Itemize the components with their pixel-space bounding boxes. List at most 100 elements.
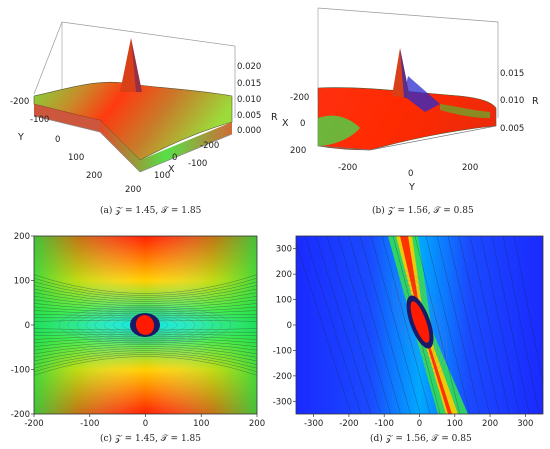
contour-line xyxy=(315,236,371,414)
contour-line xyxy=(304,236,362,414)
x-tick-label: 200 xyxy=(482,419,498,429)
contour-line xyxy=(34,338,257,344)
x-tick: 200 xyxy=(125,185,141,195)
contour-line xyxy=(34,303,257,310)
caption-d: (d) 𝒵 = 1.56, 𝒯 = 0.85 xyxy=(370,433,472,444)
y-tick-label: 0 xyxy=(287,321,292,331)
x-axis-label-b: X xyxy=(282,118,289,129)
y-tick: 0 xyxy=(55,135,60,145)
contour-line xyxy=(34,299,257,308)
x-tick-label: 0 xyxy=(143,419,148,429)
x-tick-label: -100 xyxy=(375,419,394,429)
contour-line xyxy=(326,236,381,414)
z-tick: 0.015 xyxy=(500,69,524,79)
panel-c: -200 -100 0 100 200 200 100 0 -100 -200 (c) 𝒵 = 1… xyxy=(11,232,265,444)
y-tick-label: -300 xyxy=(273,397,292,407)
contour-line xyxy=(425,236,470,414)
x-tick-label: 200 xyxy=(249,419,265,429)
contour-line xyxy=(381,236,431,414)
x-tick: 100 xyxy=(154,171,170,181)
contour-line xyxy=(34,288,257,302)
contour-line xyxy=(85,311,205,339)
y-tick: -200 xyxy=(338,163,357,173)
y-tick-label: -200 xyxy=(11,410,30,420)
x-tick: 0 xyxy=(300,119,305,129)
contour-line xyxy=(337,236,391,414)
ticks-d: -300 -200 -100 0 100 200 300 300 200 100 0 -100 -200… xyxy=(273,245,534,429)
y-tick: 200 xyxy=(462,163,478,173)
y-tick: 0 xyxy=(408,169,413,179)
contour-lines-d xyxy=(296,236,543,414)
contour-line xyxy=(67,308,223,342)
z-ticks-b: 0.015 0.010 0.005 xyxy=(500,69,524,134)
contour-line xyxy=(458,236,500,414)
y-tick-label: 0 xyxy=(25,321,30,331)
contour-line xyxy=(34,354,257,372)
caption-b: (b) 𝒵 = 1.56, 𝒯 = 0.85 xyxy=(372,205,474,216)
contour-line xyxy=(480,236,520,414)
contour-line xyxy=(370,236,421,414)
contour-line xyxy=(34,285,257,300)
x-tick: -100 xyxy=(188,159,207,169)
y-tick: -200 xyxy=(10,97,29,107)
caption-c: (c) 𝒵 = 1.45, 𝒯 = 1.85 xyxy=(100,433,201,444)
y-tick: 100 xyxy=(68,153,84,163)
contour-line xyxy=(34,278,257,296)
y-axis-label-a: Y xyxy=(17,132,24,143)
ticks-c: -200 -100 0 100 200 200 100 0 -100 -200 xyxy=(11,232,265,429)
panel-d: -300 -200 -100 0 100 200 300 300 200 100 0 -100 -200… xyxy=(273,235,544,444)
y-tick-label: -100 xyxy=(273,346,292,356)
contour-line xyxy=(34,340,257,347)
contour-line xyxy=(502,236,540,414)
panel-a: 0.020 0.015 0.010 0.005 0.000 R -200 -10… xyxy=(10,21,278,216)
contour-line xyxy=(34,296,257,306)
y-axis-label-b: Y xyxy=(408,182,415,193)
y-tick-label: -100 xyxy=(11,366,30,376)
x-axis-label-a: X xyxy=(168,164,175,175)
contour-line xyxy=(34,346,257,358)
y-tick-label: 100 xyxy=(14,277,30,287)
z-tick: 0.000 xyxy=(237,126,261,136)
z-ticks-a: 0.020 0.015 0.010 0.005 0.000 xyxy=(237,62,261,136)
y-tick: -100 xyxy=(30,115,49,125)
z-tick: 0.010 xyxy=(237,95,261,105)
contour-line xyxy=(76,310,214,341)
x-tick-label: -100 xyxy=(80,419,99,429)
panel-b: 0.015 0.010 0.005 R -200 0 200 X -200 0 … xyxy=(282,7,539,216)
contour-line xyxy=(469,236,510,414)
z-tick: 0.015 xyxy=(237,79,261,89)
contour-line xyxy=(34,281,257,298)
y-tick-label: 200 xyxy=(276,270,292,280)
y-tick-label: 100 xyxy=(276,296,292,306)
contour-line xyxy=(34,350,257,365)
contour-line xyxy=(392,270,448,374)
contour-line xyxy=(34,306,257,312)
z-axis-label-b: R xyxy=(532,96,539,107)
z-tick: 0.010 xyxy=(500,96,524,106)
contour-line xyxy=(348,236,401,414)
contour-line xyxy=(34,274,257,294)
contour-line xyxy=(513,236,543,385)
contour-line xyxy=(491,236,530,414)
core-d xyxy=(410,301,430,343)
z-tick: 0.020 xyxy=(237,62,261,72)
x-tick-label: 100 xyxy=(193,419,209,429)
y-tick-label: 300 xyxy=(276,245,292,255)
x-tick-label: -200 xyxy=(339,419,358,429)
x-tick: -200 xyxy=(200,141,219,151)
y-tick-label: 200 xyxy=(14,232,30,242)
contour-line xyxy=(34,342,257,351)
core-c xyxy=(135,315,155,335)
x-tick-label: -200 xyxy=(24,419,43,429)
x-tick-label: 0 xyxy=(417,419,422,429)
x-tick-label: 300 xyxy=(517,419,533,429)
x-tick: -200 xyxy=(290,93,309,103)
contour-line xyxy=(402,284,438,360)
contour-line xyxy=(447,236,490,414)
contour-line xyxy=(34,356,257,376)
x-tick-label: -300 xyxy=(304,419,323,429)
x-tick: 200 xyxy=(290,146,306,156)
contour-line xyxy=(296,241,352,414)
contour-lines-c xyxy=(34,274,257,376)
